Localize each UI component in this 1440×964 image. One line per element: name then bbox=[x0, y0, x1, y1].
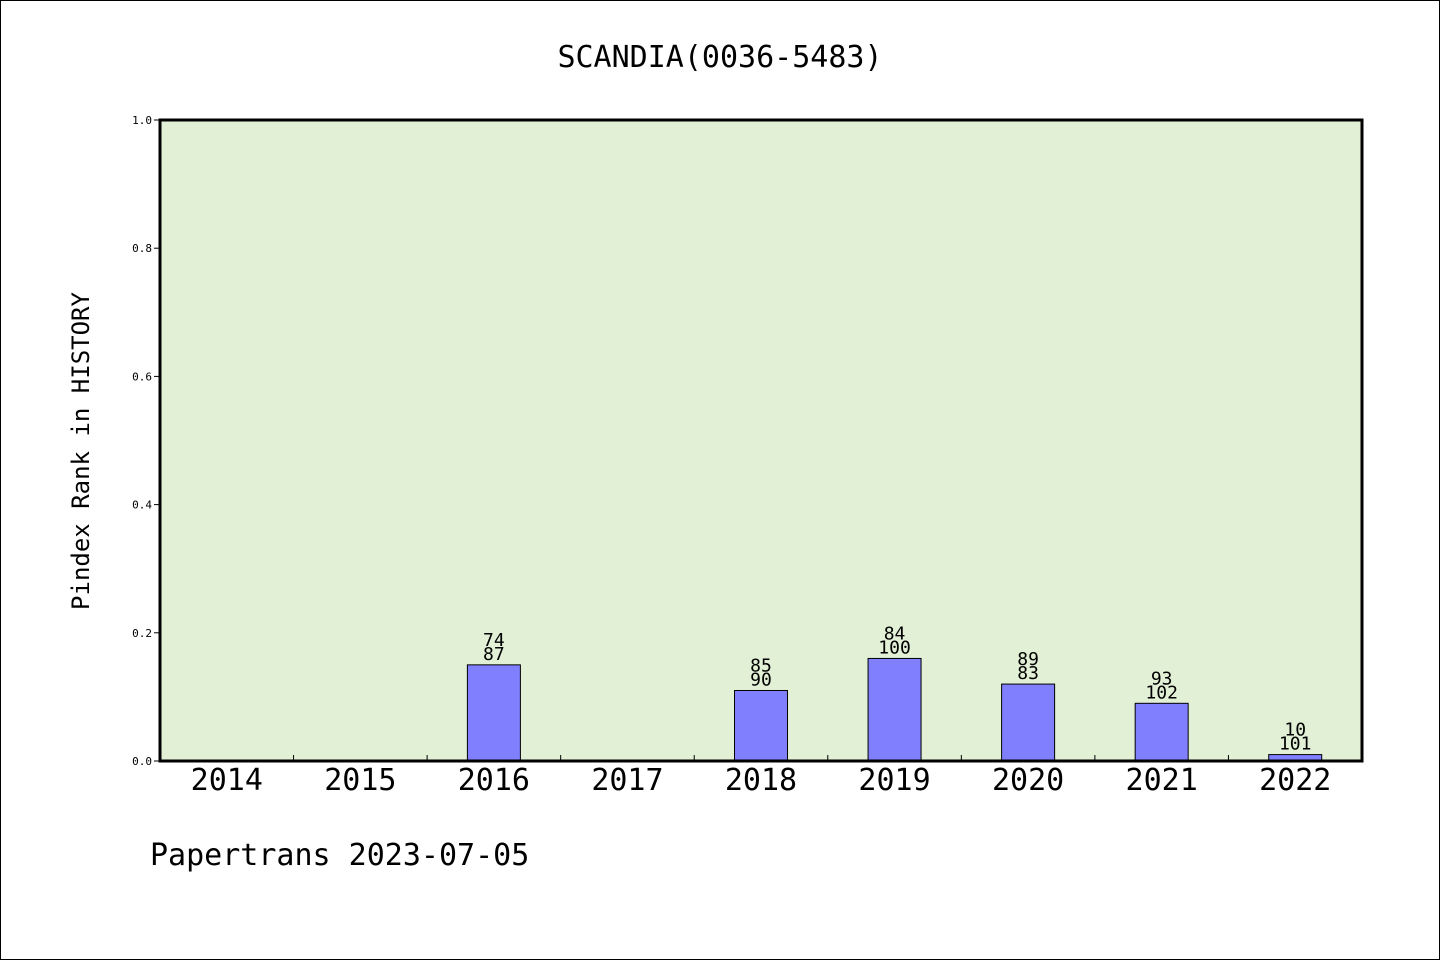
y-tick-label: 0.4 bbox=[132, 499, 152, 512]
y-axis-label: Pindex Rank in HISTORY bbox=[67, 292, 95, 610]
x-tick-label: 2020 bbox=[992, 763, 1064, 798]
footer-text: Papertrans 2023-07-05 bbox=[150, 838, 529, 873]
data-label-top: 89 bbox=[1017, 649, 1039, 670]
bar-2020 bbox=[1001, 683, 1056, 762]
bar-2019 bbox=[867, 657, 922, 762]
x-tick-label: 2015 bbox=[324, 763, 396, 798]
data-label-top: 84 bbox=[884, 623, 906, 644]
data-label-bottom: 102 bbox=[1145, 682, 1178, 703]
x-tick-label: 2016 bbox=[458, 763, 530, 798]
y-tick-label: 0.2 bbox=[132, 627, 152, 640]
bar-2021 bbox=[1134, 702, 1189, 762]
bars bbox=[466, 657, 1323, 762]
x-tick-label: 2014 bbox=[191, 763, 263, 798]
x-axis-ticks: 2014 2015 2016 2017 2018 2019 2020 2021 2022 bbox=[191, 755, 1331, 798]
data-label-bottom: 87 bbox=[483, 644, 505, 665]
data-label-top: 74 bbox=[483, 630, 505, 651]
y-tick-label: 0.8 bbox=[132, 242, 152, 255]
data-label-top: 10 bbox=[1284, 720, 1306, 741]
x-tick-label: 2017 bbox=[591, 763, 663, 798]
x-tick-label: 2019 bbox=[858, 763, 930, 798]
data-label-bottom: 90 bbox=[750, 669, 772, 690]
y-tick-label: 0.0 bbox=[132, 755, 152, 768]
data-label-bottom: 101 bbox=[1279, 734, 1312, 755]
y-axis-ticks: 0.0 0.2 0.4 0.6 0.8 1.0 bbox=[132, 114, 160, 768]
y-tick-label: 1.0 bbox=[132, 114, 152, 127]
data-label-bottom: 83 bbox=[1017, 663, 1039, 684]
chart-title: SCANDIA(0036-5483) bbox=[557, 40, 882, 75]
bar-2016 bbox=[466, 664, 521, 762]
y-tick-label: 0.6 bbox=[132, 370, 152, 383]
plot-area bbox=[158, 118, 1364, 763]
x-tick-label: 2022 bbox=[1259, 763, 1331, 798]
data-label-top: 85 bbox=[750, 655, 772, 676]
bar-2018 bbox=[734, 689, 788, 762]
x-tick-label: 2018 bbox=[725, 763, 797, 798]
data-label-bottom: 100 bbox=[878, 637, 911, 658]
x-tick-label: 2021 bbox=[1126, 763, 1198, 798]
plot-border bbox=[158, 118, 1364, 763]
data-label-top: 93 bbox=[1151, 668, 1173, 689]
